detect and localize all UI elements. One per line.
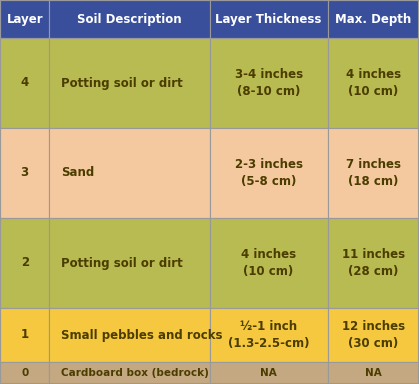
Text: Potting soil or dirt: Potting soil or dirt [61, 257, 182, 270]
Text: 3: 3 [21, 167, 29, 179]
Text: Layer Thickness: Layer Thickness [215, 13, 322, 25]
Bar [328, 308, 419, 362]
Bar [328, 362, 419, 384]
Bar [328, 38, 419, 128]
Text: 2-3 inches
(5-8 cm): 2-3 inches (5-8 cm) [235, 158, 303, 188]
Bar [0, 38, 49, 128]
Text: Layer: Layer [6, 13, 43, 25]
Text: ½-1 inch
(1.3-2.5-cm): ½-1 inch (1.3-2.5-cm) [228, 320, 309, 350]
Text: 2: 2 [21, 257, 29, 270]
Bar [49, 362, 210, 384]
Text: Small pebbles and rocks: Small pebbles and rocks [61, 328, 222, 341]
Text: NA: NA [260, 368, 277, 378]
Bar [0, 0, 49, 38]
Bar [210, 0, 328, 38]
Text: 3-4 inches
(8-10 cm): 3-4 inches (8-10 cm) [235, 68, 303, 98]
Text: 0: 0 [21, 368, 28, 378]
Text: 12 inches
(30 cm): 12 inches (30 cm) [342, 320, 405, 350]
Text: Sand: Sand [61, 167, 94, 179]
Bar [49, 38, 210, 128]
Bar [328, 128, 419, 218]
Bar [210, 362, 328, 384]
Bar [49, 0, 210, 38]
Bar [49, 308, 210, 362]
Bar [0, 218, 49, 308]
Text: 11 inches
(28 cm): 11 inches (28 cm) [342, 248, 405, 278]
Text: Soil Description: Soil Description [77, 13, 182, 25]
Bar [210, 308, 328, 362]
Bar [210, 38, 328, 128]
Text: 1: 1 [21, 328, 29, 341]
Bar [0, 308, 49, 362]
Text: 4 inches
(10 cm): 4 inches (10 cm) [346, 68, 401, 98]
Bar [328, 218, 419, 308]
Bar [210, 218, 328, 308]
Bar [0, 362, 49, 384]
Text: NA: NA [365, 368, 382, 378]
Bar [210, 128, 328, 218]
Text: 4: 4 [21, 76, 29, 89]
Text: Cardboard box (bedrock): Cardboard box (bedrock) [61, 368, 209, 378]
Bar [0, 128, 49, 218]
Text: 7 inches
(18 cm): 7 inches (18 cm) [346, 158, 401, 188]
Bar [49, 218, 210, 308]
Bar [49, 128, 210, 218]
Text: Max. Depth: Max. Depth [335, 13, 411, 25]
Bar [328, 0, 419, 38]
Text: Potting soil or dirt: Potting soil or dirt [61, 76, 182, 89]
Text: 4 inches
(10 cm): 4 inches (10 cm) [241, 248, 296, 278]
